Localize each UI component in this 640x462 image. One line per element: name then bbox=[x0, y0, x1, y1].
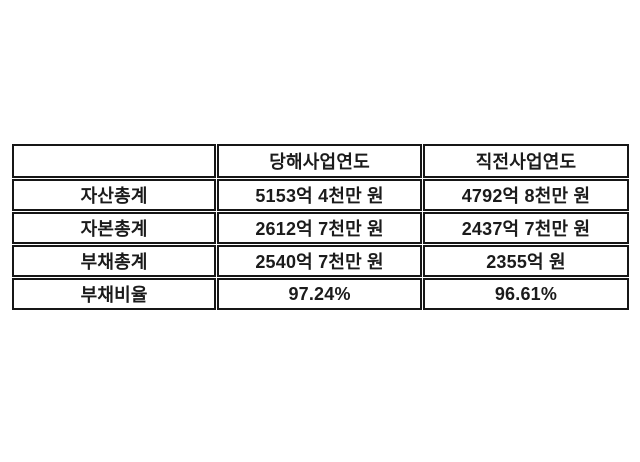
cell-total-assets-current: 5153억 4천만 원 bbox=[217, 179, 422, 211]
row-label-total-liabilities: 부채총계 bbox=[12, 245, 217, 277]
header-cell-previous-fiscal-year: 직전사업연도 bbox=[422, 144, 629, 178]
cell-total-equity-current: 2612억 7천만 원 bbox=[217, 212, 422, 244]
cell-total-assets-previous: 4792억 8천만 원 bbox=[422, 179, 629, 211]
financial-summary-table: 당해사업연도 직전사업연도 자산총계 5153억 4천만 원 4792억 8천만… bbox=[11, 143, 630, 311]
header-cell-empty bbox=[12, 144, 217, 178]
table-row-total-equity: 자본총계 2612억 7천만 원 2437억 7천만 원 bbox=[12, 212, 629, 244]
row-label-total-assets: 자산총계 bbox=[12, 179, 217, 211]
header-cell-current-fiscal-year: 당해사업연도 bbox=[217, 144, 422, 178]
row-label-debt-ratio: 부채비율 bbox=[12, 278, 217, 310]
table-row-total-liabilities: 부채총계 2540억 7천만 원 2355억 원 bbox=[12, 245, 629, 277]
cell-total-liabilities-current: 2540억 7천만 원 bbox=[217, 245, 422, 277]
table-header-row: 당해사업연도 직전사업연도 bbox=[12, 144, 629, 178]
cell-debt-ratio-current: 97.24% bbox=[217, 278, 422, 310]
cell-total-equity-previous: 2437억 7천만 원 bbox=[422, 212, 629, 244]
cell-debt-ratio-previous: 96.61% bbox=[422, 278, 629, 310]
table-row-debt-ratio: 부채비율 97.24% 96.61% bbox=[12, 278, 629, 310]
table-row-total-assets: 자산총계 5153억 4천만 원 4792억 8천만 원 bbox=[12, 179, 629, 211]
cell-total-liabilities-previous: 2355억 원 bbox=[422, 245, 629, 277]
row-label-total-equity: 자본총계 bbox=[12, 212, 217, 244]
